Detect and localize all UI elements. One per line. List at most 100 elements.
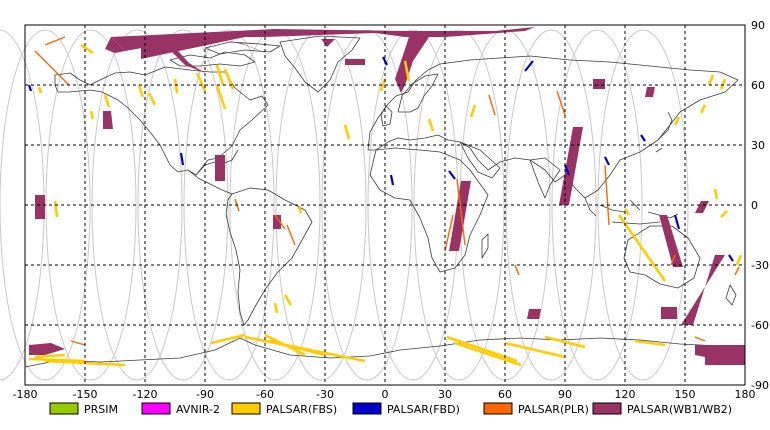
palsar-fbs-strip (28, 357, 86, 363)
palsar-wb-swath (141, 33, 245, 59)
plot-area (0, 24, 746, 386)
coastline-africa (369, 147, 489, 273)
coastline-scandinavia (397, 73, 439, 113)
palsar-fbs-strip (34, 353, 66, 359)
palsar-fbs-strip (403, 60, 411, 82)
coastline-eurasia (367, 55, 739, 199)
palsar-wb-swath (395, 37, 429, 93)
palsar-fbs-strip (469, 104, 477, 118)
palsar-fbd-strip (389, 174, 395, 186)
legend-label: PALSAR(FBD) (387, 403, 460, 416)
palsar-fbd-strip (673, 214, 681, 230)
latitude-tick-label: -90 (751, 379, 769, 392)
palsar-fbs-strip (37, 86, 43, 94)
coastline-north-america (54, 66, 269, 176)
coastline-madagascar (481, 233, 489, 259)
longitude-tick-label: -30 (316, 388, 334, 401)
coastline-new-zealand (725, 284, 737, 306)
palsar-fbs-strip (80, 43, 94, 55)
palsar-fbd-strip (27, 84, 33, 92)
palsar-fbs-strip (173, 78, 179, 94)
legend-label: AVNIR-2 (176, 403, 220, 416)
palsar-wb-swath (105, 37, 125, 53)
palsar-plr-strip (694, 336, 706, 342)
legend-label: PRSIM (84, 403, 118, 416)
palsar-fbs-strip (210, 333, 246, 345)
coastline-south-america (225, 187, 313, 326)
legend-swatch (141, 402, 171, 415)
longitude-tick-labels: -180 -150 -120 -90 -60 -30 0 30 60 90 120 150 180 (13, 388, 756, 401)
palsar-fbs-strip (343, 124, 351, 140)
plot-frame (24, 24, 746, 386)
palsar-wb-swath (659, 215, 683, 267)
legend: PRSIM AVNIR-2 PALSAR(FBS) PALSAR(FBD) PALSAR… (49, 402, 732, 416)
longitude-tick-label: 120 (615, 388, 636, 401)
orbit-track (551, 29, 643, 381)
palsar-fbs-strip (623, 208, 631, 216)
latitude-tick-label: 90 (751, 19, 765, 32)
palsar-wb-swath (681, 255, 725, 325)
palsar-fbs-strip (634, 339, 666, 347)
orbit-track (0, 29, 91, 381)
palsar-plr-strip (444, 214, 454, 252)
palsar-fbs-strip (215, 84, 227, 110)
palsar-wb-swath (449, 181, 471, 251)
palsar-plr-strip (456, 178, 466, 246)
latitude-tick-label: 30 (751, 139, 765, 152)
palsar-fbs-strip (244, 335, 366, 363)
longitude-tick-label: -90 (196, 388, 214, 401)
longitude-tick-label: 180 (735, 388, 756, 401)
palsar-fbs-strip (673, 116, 681, 126)
palsar-wb-swath (695, 345, 745, 359)
latitude-tick-label: -60 (751, 319, 769, 332)
palsar-fbs-strip (103, 94, 111, 108)
latitude-tick-label: -30 (751, 259, 769, 272)
palsar-plr-strip (604, 164, 610, 226)
legend-swatch (231, 402, 261, 415)
palsar-plr-strip (488, 94, 496, 116)
palsar-wb-swaths (29, 27, 745, 365)
legend-label: PALSAR(PLR) (518, 403, 589, 416)
palsar-fbs-strip (89, 110, 95, 120)
palsar-fbs-strip (719, 78, 727, 90)
palsar-wb-swath (645, 87, 655, 97)
palsar-fbs-strip (297, 206, 303, 214)
palsar-fbs-strip (137, 84, 145, 98)
palsar-wb-swath (695, 201, 709, 213)
longitude-tick-label: -180 (13, 388, 38, 401)
palsar-fbs-strip (504, 341, 566, 359)
palsar-fbd-strip (604, 156, 610, 166)
palsar-plr-strip (70, 340, 86, 346)
palsar-fbd-strip (728, 254, 734, 262)
palsar-fbs-strip (735, 254, 743, 266)
coastline-british-isles (380, 105, 393, 127)
palsar-fbs-strip (454, 341, 522, 367)
longitude-tick-label: 150 (675, 388, 696, 401)
orbit-track (413, 29, 505, 381)
palsar-wb-swath (705, 357, 745, 365)
palsar-fbs-strip (273, 302, 279, 314)
latitude-tick-labels: 90 60 30 0 -30 -60 -90 (751, 19, 769, 392)
palsar-wb-swath (215, 155, 225, 181)
palsar-wb-swath (35, 195, 45, 219)
latitude-tick-label: 0 (751, 199, 758, 212)
legend-label: PALSAR(WB1/WB2) (627, 403, 732, 416)
palsar-wb-swath (321, 39, 335, 47)
legend-swatch (483, 402, 513, 415)
legend-swatch (352, 402, 382, 415)
palsar-fbs-strip (699, 104, 707, 114)
palsar-plr-strip (286, 224, 296, 246)
coastline-southeast-asia (584, 197, 679, 225)
coastline-antarctica (24, 337, 746, 368)
palsar-fbs-strip (544, 335, 586, 349)
palsar-fbd-strip (563, 164, 571, 176)
palsar-fbs-strip (195, 72, 207, 92)
palsar-fbs-strip (707, 74, 715, 86)
coastlines (24, 35, 746, 368)
latitude-tick-label: 60 (751, 79, 765, 92)
palsar-wb-swath (345, 59, 365, 65)
longitude-tick-label: 90 (558, 388, 572, 401)
palsar-fbs-strip (215, 64, 225, 86)
palsar-wb-swath (527, 309, 541, 319)
